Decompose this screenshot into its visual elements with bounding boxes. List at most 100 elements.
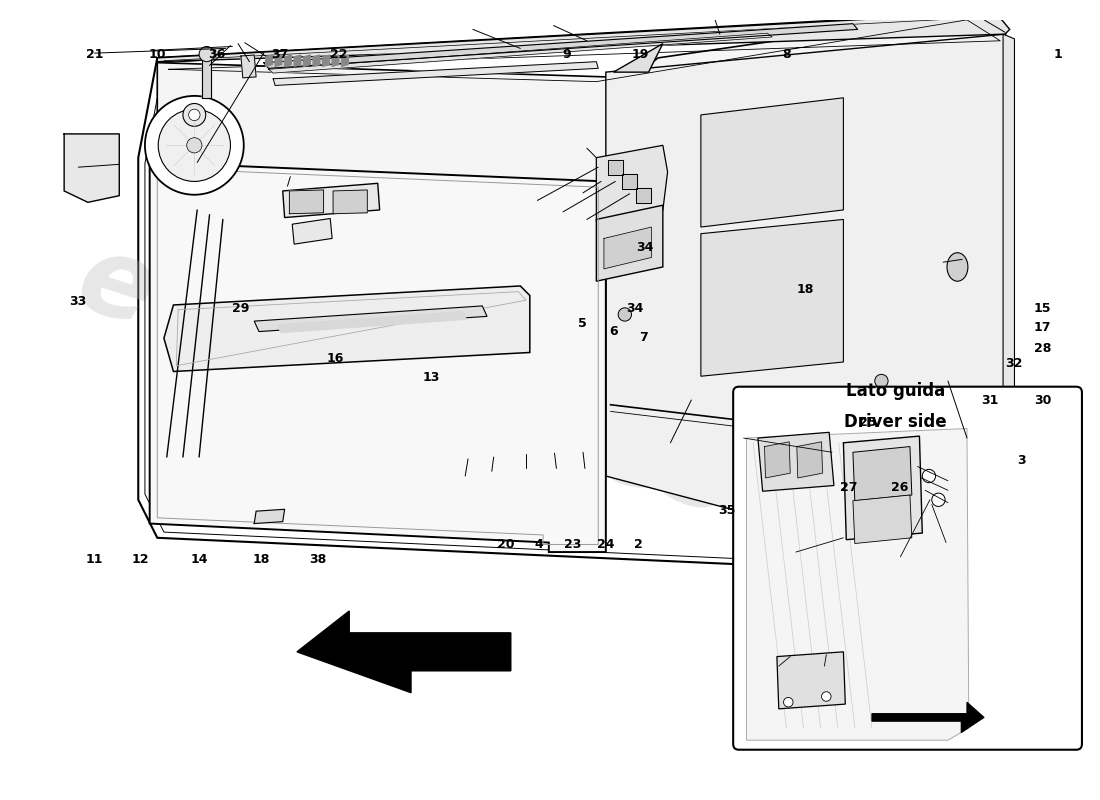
Polygon shape — [157, 12, 1010, 62]
Polygon shape — [254, 306, 487, 331]
Polygon shape — [150, 162, 606, 552]
Text: Lato guida: Lato guida — [846, 382, 945, 400]
Polygon shape — [278, 312, 466, 333]
Text: 11: 11 — [86, 553, 103, 566]
Text: 27: 27 — [840, 481, 858, 494]
FancyBboxPatch shape — [734, 386, 1082, 750]
Text: 22: 22 — [330, 47, 348, 61]
Polygon shape — [275, 55, 282, 66]
Polygon shape — [304, 55, 310, 66]
Polygon shape — [157, 12, 1005, 295]
Polygon shape — [764, 442, 790, 478]
Circle shape — [183, 103, 206, 126]
Text: 4: 4 — [535, 538, 543, 551]
Circle shape — [187, 138, 202, 153]
Text: 16: 16 — [326, 352, 343, 365]
Text: 34: 34 — [626, 302, 644, 315]
Polygon shape — [596, 205, 663, 282]
Text: 35: 35 — [718, 504, 736, 517]
Text: 30: 30 — [1034, 394, 1052, 406]
Text: 13: 13 — [422, 370, 440, 384]
Text: 9: 9 — [562, 47, 571, 61]
Circle shape — [145, 96, 244, 194]
Text: 36: 36 — [208, 47, 226, 61]
Polygon shape — [241, 55, 256, 78]
Text: 1: 1 — [1054, 47, 1063, 61]
Polygon shape — [332, 55, 339, 66]
Polygon shape — [844, 436, 922, 540]
Text: 21: 21 — [86, 47, 103, 61]
Polygon shape — [614, 44, 663, 72]
Polygon shape — [264, 24, 858, 68]
Polygon shape — [293, 218, 332, 244]
Text: 28: 28 — [1034, 342, 1052, 355]
Circle shape — [874, 374, 888, 388]
Circle shape — [932, 493, 945, 506]
Text: a passion for parts: a passion for parts — [321, 470, 606, 558]
Polygon shape — [314, 55, 320, 66]
Polygon shape — [268, 33, 772, 73]
Polygon shape — [604, 227, 651, 269]
Text: 18: 18 — [796, 283, 814, 296]
Text: 31: 31 — [981, 394, 999, 406]
Circle shape — [618, 308, 631, 321]
Polygon shape — [852, 495, 912, 543]
Polygon shape — [254, 510, 285, 523]
Text: 24: 24 — [597, 538, 614, 551]
Text: eurospares: eurospares — [64, 225, 749, 538]
Polygon shape — [747, 429, 969, 740]
Circle shape — [922, 470, 936, 482]
Polygon shape — [333, 190, 367, 214]
Circle shape — [158, 110, 231, 182]
Text: 10: 10 — [148, 47, 166, 61]
Text: 14: 14 — [190, 553, 208, 566]
Text: 12: 12 — [132, 553, 150, 566]
Text: 8: 8 — [782, 47, 791, 61]
Text: 18: 18 — [253, 553, 271, 566]
Polygon shape — [202, 58, 211, 98]
Circle shape — [783, 698, 793, 707]
Polygon shape — [139, 12, 1010, 573]
Text: 34: 34 — [637, 242, 654, 254]
Polygon shape — [872, 702, 984, 733]
Text: 3: 3 — [1018, 454, 1026, 467]
Polygon shape — [294, 55, 300, 66]
Polygon shape — [273, 62, 598, 86]
Text: 29: 29 — [232, 302, 250, 315]
Text: 5: 5 — [579, 318, 587, 330]
Text: 17: 17 — [1034, 322, 1052, 334]
Polygon shape — [297, 611, 510, 693]
Text: 23: 23 — [564, 538, 582, 551]
Text: 15: 15 — [1034, 302, 1052, 315]
Polygon shape — [636, 188, 651, 203]
Text: 32: 32 — [1005, 357, 1023, 370]
Circle shape — [880, 426, 893, 440]
Text: 26: 26 — [891, 481, 908, 494]
Text: 20: 20 — [497, 538, 515, 551]
Text: 2: 2 — [634, 538, 642, 551]
Polygon shape — [701, 98, 844, 227]
Text: 37: 37 — [271, 47, 288, 61]
Polygon shape — [596, 146, 668, 222]
Polygon shape — [796, 442, 823, 478]
Circle shape — [188, 110, 200, 121]
Polygon shape — [342, 55, 349, 66]
Text: Driver side: Driver side — [845, 414, 947, 431]
Text: 38: 38 — [309, 553, 327, 566]
Polygon shape — [758, 432, 834, 491]
Text: 25: 25 — [859, 416, 877, 430]
Text: 33: 33 — [69, 294, 86, 308]
Polygon shape — [607, 159, 623, 174]
Polygon shape — [285, 55, 292, 66]
Polygon shape — [64, 134, 119, 202]
Polygon shape — [852, 446, 912, 501]
Text: 19: 19 — [631, 47, 649, 61]
Circle shape — [822, 692, 832, 702]
Polygon shape — [621, 174, 637, 189]
Polygon shape — [1003, 34, 1014, 410]
Polygon shape — [283, 183, 379, 218]
Polygon shape — [606, 34, 1005, 573]
Polygon shape — [777, 652, 845, 709]
Polygon shape — [701, 219, 844, 376]
Text: 6: 6 — [609, 325, 618, 338]
